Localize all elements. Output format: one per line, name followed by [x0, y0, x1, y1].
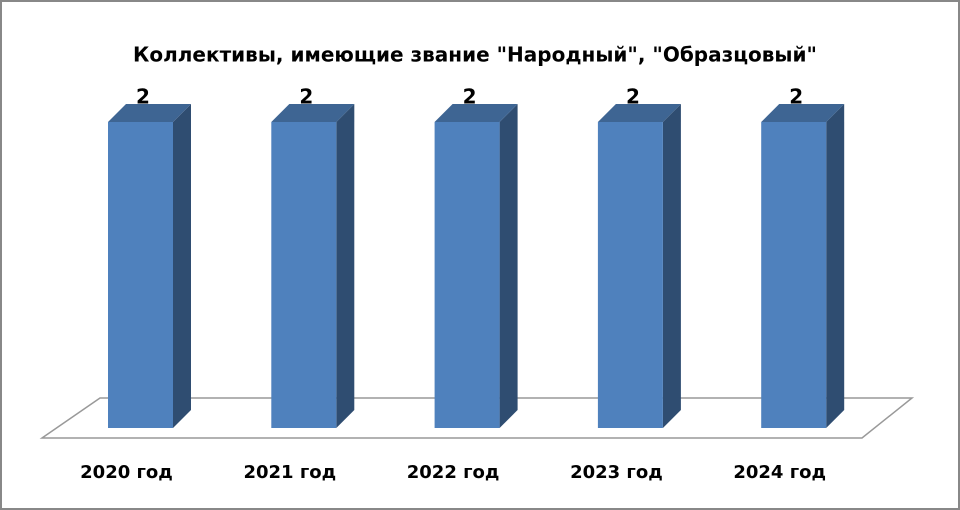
bar-side: [826, 104, 845, 428]
bar: [108, 122, 173, 428]
x-tick-label: 2023 год: [570, 462, 663, 483]
bar-side: [173, 104, 191, 428]
data-label: 2: [299, 85, 313, 109]
bar-top: [761, 104, 845, 122]
bar-side: [499, 104, 518, 428]
bar-top: [271, 104, 355, 122]
x-tick-label: 2024 год: [733, 462, 826, 483]
data-label: 2: [463, 85, 477, 109]
bar-top: [434, 104, 518, 122]
bar-top: [108, 104, 191, 122]
bar: [271, 122, 337, 428]
data-label: 2: [136, 85, 150, 109]
bar-side: [662, 104, 681, 428]
x-tick-label: 2020 год: [80, 462, 173, 483]
x-tick-label: 2022 год: [407, 462, 500, 483]
bar: [434, 122, 500, 428]
chart-title: Коллективы, имеющие звание "Народный", "…: [133, 43, 817, 67]
bar: [597, 122, 663, 428]
data-label: 2: [789, 85, 803, 109]
data-label: 2: [626, 85, 640, 109]
bar-top: [597, 104, 681, 122]
bar-side: [336, 104, 355, 428]
bar: [761, 122, 827, 428]
x-tick-label: 2021 год: [243, 462, 336, 483]
